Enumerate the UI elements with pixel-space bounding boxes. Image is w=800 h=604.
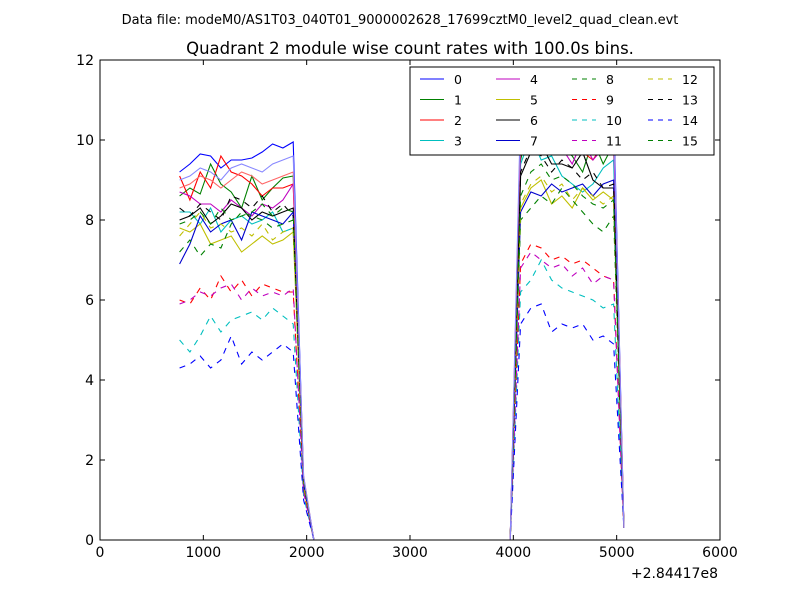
legend-label-5: 5 xyxy=(530,93,538,108)
series-line-8 xyxy=(179,187,625,541)
series-line-14 xyxy=(179,303,625,541)
x-ticks: 0 1000 2000 3000 4000 5000 6000 xyxy=(96,60,738,561)
legend-label-8: 8 xyxy=(606,72,614,87)
series-line-12 xyxy=(179,175,625,541)
x-tick-label: 0 xyxy=(96,545,105,561)
legend-label-2: 2 xyxy=(454,113,462,128)
legend-label-7: 7 xyxy=(530,134,538,149)
legend-label-4: 4 xyxy=(530,72,538,87)
x-tick-label: 5000 xyxy=(599,545,635,561)
x-tick-label: 4000 xyxy=(496,545,532,561)
y-tick-label: 4 xyxy=(85,373,94,389)
x-offset-label: +2.84417e8 xyxy=(631,566,718,582)
chart-title: Quadrant 2 module wise count rates with … xyxy=(186,39,634,58)
series-line-3 xyxy=(179,134,625,541)
legend-label-14: 14 xyxy=(682,113,698,128)
x-tick-label: 3000 xyxy=(392,545,428,561)
series-line-2 xyxy=(179,94,625,541)
series-line-11 xyxy=(179,251,625,541)
y-tick-label: 2 xyxy=(85,453,94,469)
series-line-10 xyxy=(179,258,625,541)
y-tick-label: 12 xyxy=(76,53,94,69)
series-line-5 xyxy=(179,179,625,541)
legend-label-1: 1 xyxy=(454,93,462,108)
legend-box xyxy=(409,66,715,156)
legend-label-10: 10 xyxy=(606,113,622,128)
legend-label-9: 9 xyxy=(606,93,614,108)
y-tick-label: 6 xyxy=(85,293,94,309)
legend-label-6: 6 xyxy=(530,113,538,128)
y-tick-label: 10 xyxy=(76,133,94,149)
series-line-7 xyxy=(179,179,625,541)
y-tick-label: 8 xyxy=(85,213,94,229)
legend-label-0: 0 xyxy=(454,72,462,87)
data-file-header: Data file: modeM0/AS1T03_040T01_90000026… xyxy=(122,13,679,28)
x-tick-label: 6000 xyxy=(702,545,738,561)
series-line-4 xyxy=(179,119,625,541)
legend-label-15: 15 xyxy=(682,134,698,149)
series-line-15 xyxy=(179,163,625,541)
legend-label-13: 13 xyxy=(682,93,698,108)
legend-label-12: 12 xyxy=(682,72,698,87)
x-tick-label: 1000 xyxy=(186,545,222,561)
legend-label-11: 11 xyxy=(606,134,622,149)
series-line-13 xyxy=(179,147,625,541)
y-tick-label: 0 xyxy=(85,533,94,549)
series-line-9 xyxy=(179,243,625,541)
x-tick-label: 2000 xyxy=(289,545,325,561)
legend-label-3: 3 xyxy=(454,134,462,149)
